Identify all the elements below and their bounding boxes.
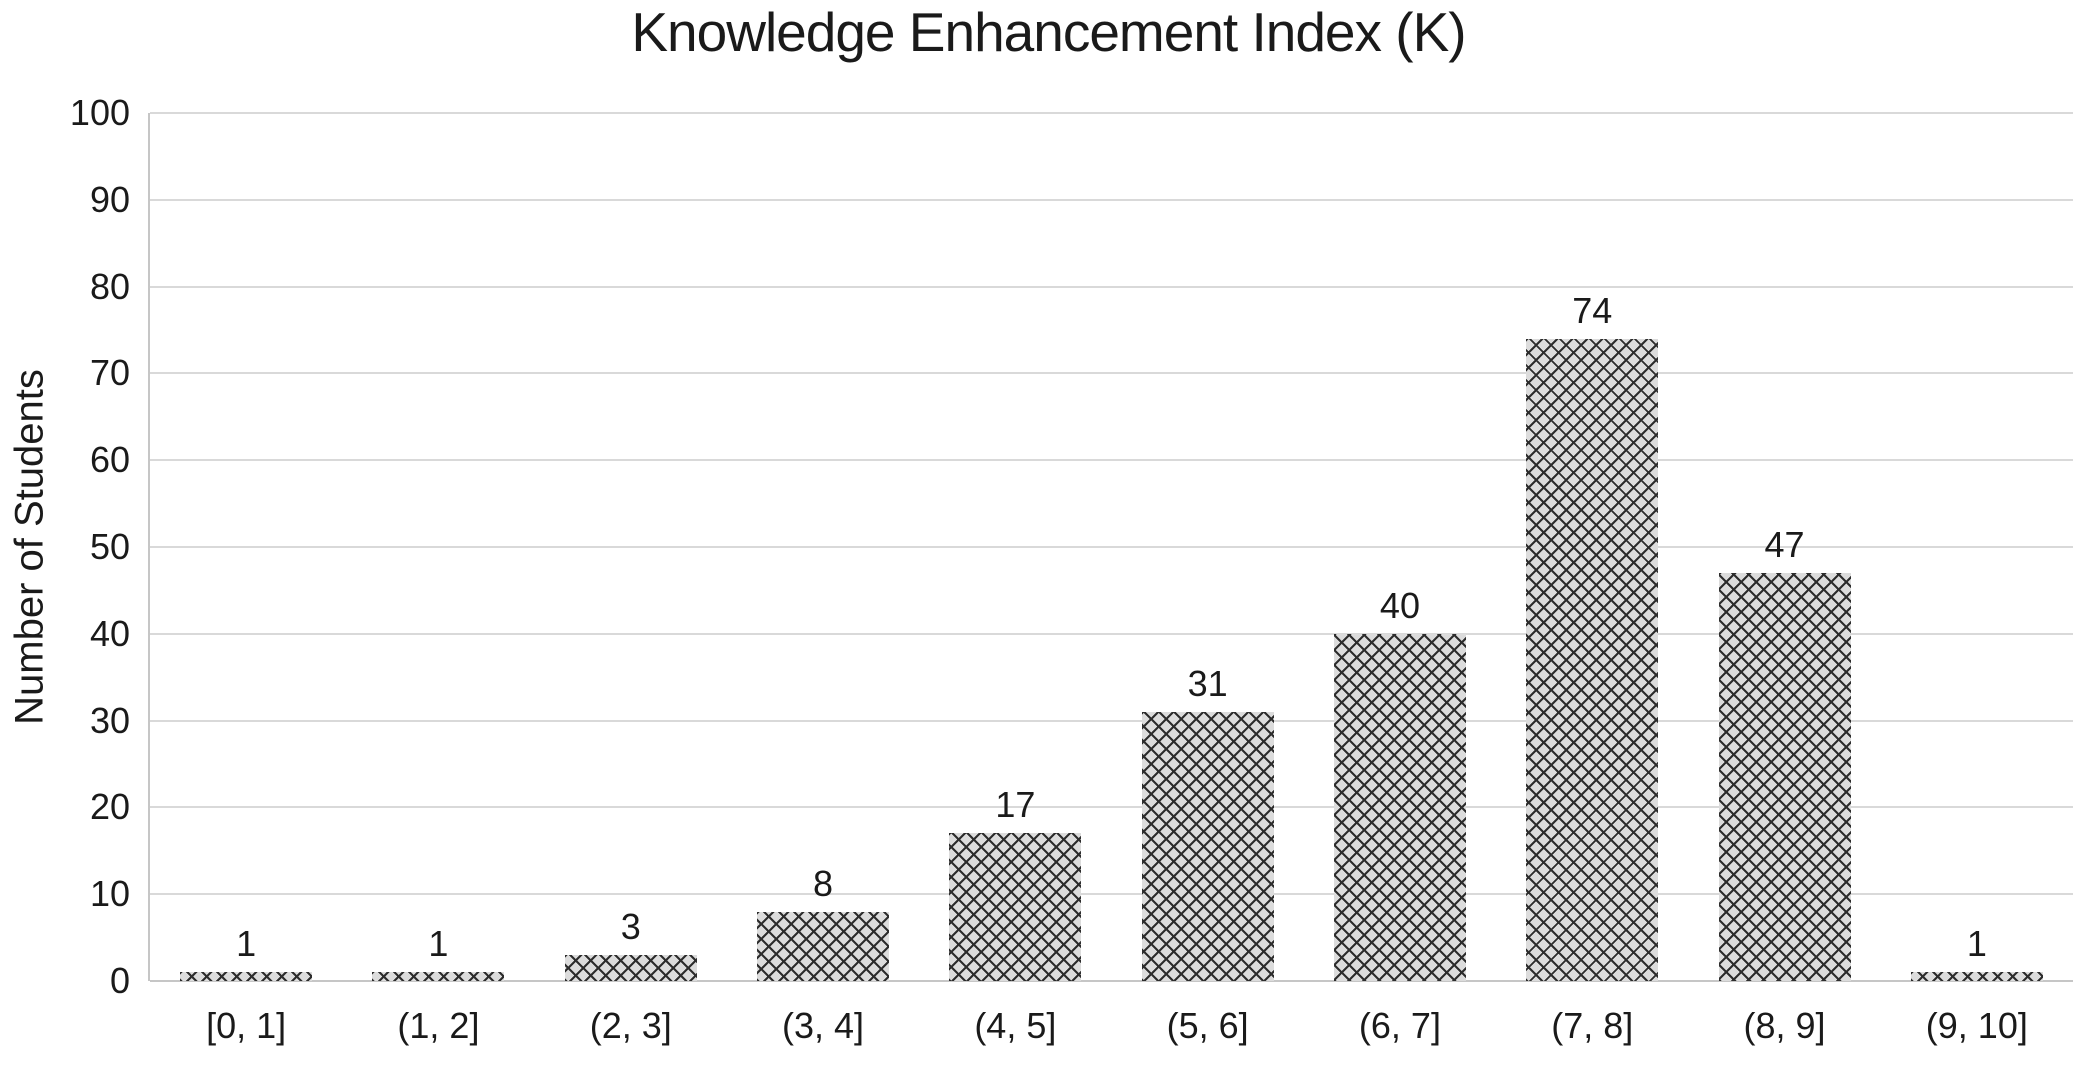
y-tick-label: 20	[89, 786, 130, 828]
y-tick-label: 10	[89, 873, 130, 915]
x-axis-tick-labels: [0, 1] (1, 2] (2, 3] (3, 4] (4, 5] (5, 6] (6, …	[150, 1004, 2073, 1059]
bar	[757, 911, 890, 981]
x-tick-label: (3, 4]	[782, 1005, 865, 1046]
bar-value-label: 3	[620, 905, 641, 947]
y-tick-label: 60	[89, 439, 130, 481]
bar	[372, 972, 505, 981]
bar	[1333, 633, 1466, 981]
x-tick-label: (5, 6]	[1166, 1005, 1249, 1046]
bar-value-label: 31	[1187, 662, 1228, 704]
y-tick-label: 40	[89, 612, 130, 654]
bar-value-label: 40	[1379, 584, 1420, 626]
y-tick-label: 90	[89, 178, 130, 220]
bar-value-label: 1	[236, 923, 257, 965]
gridline	[150, 198, 2073, 201]
y-axis-line	[148, 113, 150, 981]
x-tick-label: (4, 5]	[974, 1005, 1057, 1046]
x-tick-label: (9, 10]	[1925, 1005, 2028, 1046]
bar	[1910, 972, 2043, 981]
bar-value-label: 8	[813, 862, 834, 904]
x-tick-label: (6, 7]	[1358, 1005, 1441, 1046]
y-tick-label: 50	[89, 526, 130, 567]
plot-area: 1 1 3 8 17 31 40 74 47 1	[148, 112, 2073, 982]
bar	[1718, 573, 1851, 981]
y-tick-label: 80	[89, 265, 130, 307]
bar	[1141, 711, 1274, 981]
bar	[564, 954, 697, 981]
bar	[949, 833, 1082, 981]
x-tick-label: (1, 2]	[397, 1005, 480, 1046]
x-tick-label: (7, 8]	[1551, 1005, 1634, 1046]
bar-value-label: 1	[428, 923, 449, 965]
x-tick-label: (8, 9]	[1743, 1005, 1826, 1046]
chart-title: Knowledge Enhancement Index (K)	[631, 1, 1466, 63]
bar-value-label: 1	[1966, 923, 1987, 965]
gridline	[150, 372, 2073, 375]
bar-value-label: 17	[995, 784, 1036, 826]
gridline	[150, 632, 2073, 635]
y-axis-tick-labels: 0 10 20 30 40 50 60 70 80 90 100	[0, 95, 130, 999]
gridline	[150, 459, 2073, 462]
y-tick-label: 30	[89, 699, 130, 741]
gridline	[150, 719, 2073, 722]
gridline	[150, 806, 2073, 809]
x-axis-line	[150, 980, 2073, 982]
bar	[180, 972, 313, 981]
gridline	[150, 893, 2073, 896]
gridline	[150, 546, 2073, 548]
bar	[1526, 338, 1659, 981]
gridline	[150, 285, 2073, 288]
bar-value-label: 47	[1764, 524, 1805, 566]
bars-layer: 1 1 3 8 17 31 40 74 47 1	[150, 113, 2073, 981]
gridline	[150, 112, 2073, 114]
y-tick-label: 100	[69, 92, 130, 133]
x-tick-label: (2, 3]	[589, 1005, 672, 1046]
y-tick-label: 70	[89, 352, 130, 394]
bar-value-label: 74	[1572, 289, 1613, 331]
y-tick-label: 0	[109, 960, 130, 1001]
x-tick-label: [0, 1]	[206, 1005, 287, 1046]
